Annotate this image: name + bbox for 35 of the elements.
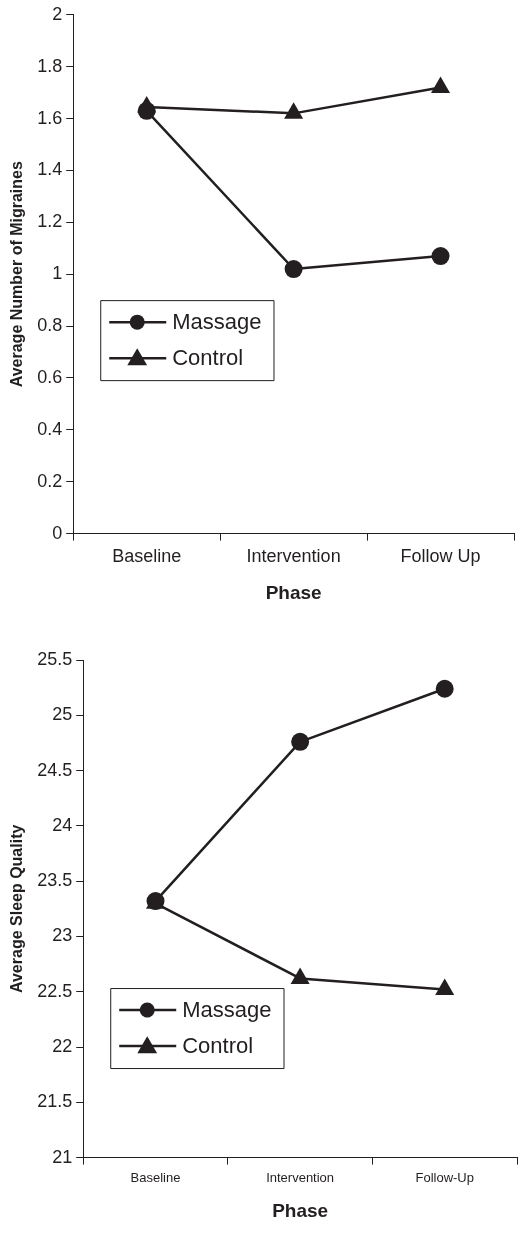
y-tick-label: 22.5 — [37, 980, 73, 1001]
legend-label: Massage — [172, 309, 262, 335]
x-tick-label: Follow Up — [400, 546, 481, 567]
y-tick-label: 0.4 — [37, 418, 63, 439]
y-tick-label: 23 — [52, 925, 73, 946]
y-tick-label: 24 — [52, 814, 73, 835]
y-tick-label: 1.8 — [37, 55, 63, 76]
y-tick-label: 0.8 — [37, 315, 63, 336]
x-tick-label: Baseline — [112, 546, 182, 567]
legend-label: Control — [182, 1033, 254, 1059]
x-tick-label: Baseline — [130, 1169, 181, 1185]
y-tick-label: 2 — [52, 3, 63, 24]
y-tick-label: 22 — [52, 1035, 73, 1056]
y-axis-title: Average Number of Migraines — [8, 161, 26, 388]
legend-label: Massage — [182, 997, 272, 1023]
y-tick-label: 24.5 — [37, 759, 73, 780]
y-axis-title: Average Sleep Quality — [8, 824, 26, 993]
x-axis-title: Phase — [272, 1199, 329, 1221]
y-tick-label: 21 — [52, 1146, 73, 1167]
y-tick-label: 1 — [52, 263, 63, 284]
y-tick-label: 25.5 — [37, 648, 73, 669]
y-tick-label: 1.4 — [37, 159, 63, 180]
x-tick-label: Intervention — [246, 546, 341, 567]
x-tick-label: Follow-Up — [415, 1169, 474, 1185]
legend-label: Control — [172, 345, 244, 371]
x-tick-label: Intervention — [266, 1169, 335, 1185]
y-tick-label: 25 — [52, 704, 73, 725]
y-tick-label: 0.6 — [37, 366, 63, 387]
y-tick-label: 0 — [52, 522, 63, 543]
y-tick-label: 23.5 — [37, 870, 73, 891]
y-tick-label: 1.6 — [37, 107, 63, 128]
x-axis-title: Phase — [265, 581, 322, 603]
y-tick-label: 21.5 — [37, 1091, 73, 1112]
y-tick-label: 1.2 — [37, 211, 63, 232]
y-tick-label: 0.2 — [37, 470, 63, 491]
